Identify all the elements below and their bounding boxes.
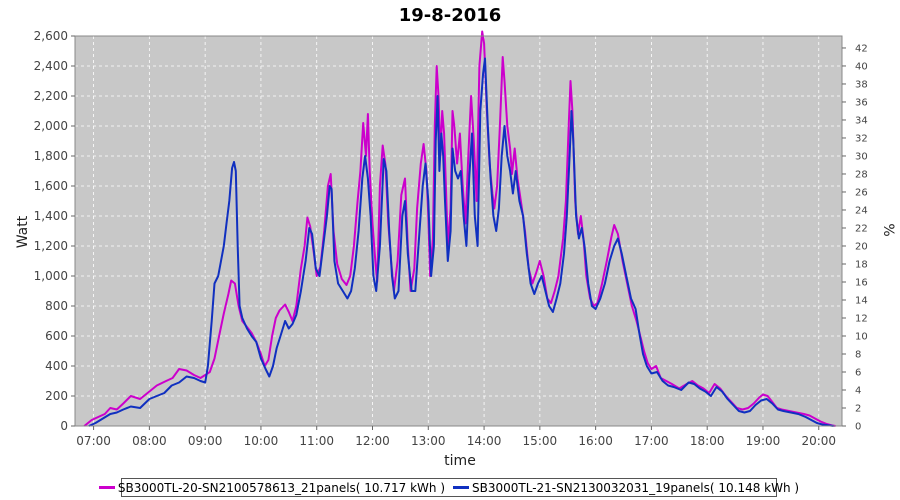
x-tick-label: 13:00	[411, 434, 446, 448]
legend-swatch-series-1	[98, 486, 115, 489]
y-tick-label: 1,600	[34, 179, 68, 193]
y2-tick-label: 8	[855, 349, 861, 360]
y2-tick-label: 16	[855, 277, 868, 288]
y-tick-label: 1,000	[34, 269, 68, 283]
y2-tick-label: 20	[855, 241, 868, 252]
legend-item-series-1: SB3000TL-20-SN2100578613_21panels( 10.71…	[98, 480, 445, 495]
y2-tick-label: 10	[855, 331, 868, 342]
x-tick-label: 11:00	[299, 434, 334, 448]
y-tick-label: 2,600	[34, 29, 68, 43]
y-tick-label: 0	[60, 419, 68, 433]
y2-tick-label: 2	[855, 403, 861, 414]
y-axis: 0 200 400 600 800 1,000 1,200 1,400 1,600 1,800 2,…	[34, 29, 75, 433]
x-tick-label: 19:00	[746, 434, 781, 448]
x-tick-label: 15:00	[523, 434, 558, 448]
x-axis-label: time	[444, 453, 476, 469]
legend: SB3000TL-20-SN2100578613_21panels( 10.71…	[98, 478, 799, 497]
legend-swatch-series-2	[453, 486, 469, 489]
y2-tick-label: 32	[855, 133, 868, 144]
y2-tick-label: 26	[855, 187, 868, 198]
x-tick-label: 07:00	[76, 434, 111, 448]
plot-area	[75, 36, 842, 426]
y-axis-label: Watt	[15, 215, 31, 248]
x-tick-label: 12:00	[355, 434, 390, 448]
y2-tick-label: 30	[855, 151, 868, 162]
y-tick-label: 1,200	[34, 239, 68, 253]
y-tick-label: 600	[45, 329, 68, 343]
y2-tick-label: 0	[855, 422, 861, 433]
y2-tick-label: 34	[855, 115, 868, 126]
y2-tick-label: 40	[855, 61, 868, 72]
y-tick-label: 2,400	[34, 59, 68, 73]
x-tick-label: 10:00	[244, 434, 279, 448]
legend-label-series-1: SB3000TL-20-SN2100578613_21panels( 10.71…	[117, 480, 445, 495]
y-tick-label: 1,800	[34, 149, 68, 163]
y2-tick-label: 18	[855, 259, 868, 270]
y2-tick-label: 12	[855, 313, 868, 324]
x-tick-label: 18:00	[690, 434, 725, 448]
legend-item-series-2: SB3000TL-21-SN2130032031_19panels( 10.14…	[453, 481, 799, 495]
y2-tick-label: 6	[855, 367, 861, 378]
y2-axis-label: %	[880, 223, 896, 236]
x-tick-label: 20:00	[801, 434, 836, 448]
y-tick-label: 1,400	[34, 209, 68, 223]
series-line-2	[88, 57, 834, 427]
y2-tick-label: 4	[855, 385, 861, 396]
y-tick-label: 200	[45, 389, 68, 403]
x-axis: 07:00 08:00 09:00 10:00 11:00 12:00 13:00 14:00…	[76, 426, 836, 448]
y-tick-label: 2,200	[34, 89, 68, 103]
x-tick-label: 14:00	[467, 434, 502, 448]
y2-tick-label: 14	[855, 295, 868, 306]
x-tick-label: 16:00	[578, 434, 613, 448]
y2-tick-label: 22	[855, 223, 868, 234]
y2-tick-label: 24	[855, 205, 868, 216]
y-tick-label: 2,000	[34, 119, 68, 133]
series-layer	[83, 30, 836, 427]
y2-tick-label: 42	[855, 43, 868, 54]
y2-tick-label: 36	[855, 97, 868, 108]
chart-title: 19-8-2016	[399, 5, 502, 26]
y2-tick-label: 38	[855, 79, 868, 90]
grid-lines	[75, 36, 842, 426]
legend-label-series-2: SB3000TL-21-SN2130032031_19panels( 10.14…	[472, 480, 800, 495]
y-tick-label: 400	[45, 359, 68, 373]
y-tick-label: 800	[45, 299, 68, 313]
x-tick-label: 17:00	[634, 434, 669, 448]
x-tick-label: 09:00	[188, 434, 223, 448]
y2-tick-label: 28	[855, 169, 868, 180]
plot-border	[74, 35, 843, 427]
x-tick-label: 08:00	[132, 434, 167, 448]
